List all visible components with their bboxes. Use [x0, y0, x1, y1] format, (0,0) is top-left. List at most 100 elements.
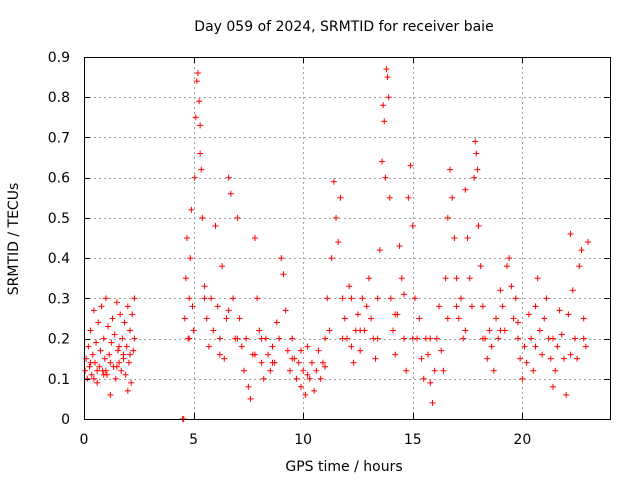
data-point — [398, 275, 405, 282]
data-point — [339, 295, 346, 302]
x-axis-label: GPS time / hours — [285, 459, 402, 475]
data-point — [87, 359, 94, 366]
data-point — [304, 371, 311, 378]
data-point — [484, 355, 491, 362]
y-tick-label: 0.2 — [48, 332, 70, 348]
data-point — [108, 339, 115, 346]
data-point — [114, 347, 121, 354]
data-point — [348, 343, 355, 350]
plot-frame — [84, 57, 611, 420]
data-point — [532, 303, 539, 310]
data-point — [251, 235, 258, 241]
data-point — [326, 327, 333, 334]
data-point — [245, 383, 252, 390]
data-point — [117, 311, 124, 318]
data-point — [499, 303, 506, 310]
data-point — [105, 323, 112, 330]
data-point — [187, 255, 194, 262]
data-point — [471, 174, 478, 181]
data-point — [278, 255, 285, 262]
data-point — [236, 315, 243, 322]
data-point — [97, 347, 104, 354]
data-point — [519, 375, 526, 382]
data-point — [386, 194, 393, 201]
data-point — [525, 311, 532, 318]
data-point — [88, 371, 95, 378]
data-point — [322, 335, 329, 342]
data-point — [107, 359, 114, 366]
data-point — [576, 263, 583, 270]
data-point — [214, 303, 221, 310]
data-points — [82, 66, 592, 422]
data-point — [90, 307, 97, 314]
data-point — [82, 367, 89, 374]
data-point — [111, 331, 118, 338]
data-point — [453, 303, 460, 310]
data-point — [436, 303, 443, 310]
data-point — [431, 367, 438, 374]
data-point — [348, 295, 355, 302]
y-tick-label: 0.6 — [48, 171, 70, 187]
data-point — [335, 239, 342, 246]
data-point — [550, 335, 557, 342]
data-point — [462, 186, 469, 193]
data-point — [186, 335, 193, 342]
data-point — [372, 355, 379, 362]
data-point — [582, 343, 589, 350]
data-point — [205, 343, 212, 350]
data-point — [188, 206, 195, 213]
data-point — [289, 335, 296, 342]
y-tick-label: 0.3 — [48, 291, 70, 307]
data-point — [119, 335, 126, 342]
data-point — [267, 367, 274, 374]
data-point — [191, 174, 198, 181]
data-point — [337, 194, 344, 201]
data-point — [427, 379, 434, 386]
data-point — [384, 74, 391, 81]
data-point — [339, 335, 346, 342]
data-point — [297, 347, 304, 354]
data-point — [90, 375, 97, 382]
data-point — [514, 319, 521, 326]
data-point — [284, 347, 291, 354]
data-point — [381, 118, 388, 125]
axes: 0 0.1 0.2 0.3 0.4 0.5 0.6 0.7 0.8 0.9 0 5 10 15 20 — [48, 50, 611, 448]
data-point — [440, 367, 447, 374]
data-point — [116, 359, 123, 366]
data-point — [488, 343, 495, 350]
data-point — [116, 343, 123, 350]
data-point — [227, 190, 234, 197]
data-point — [193, 78, 200, 85]
data-point — [194, 70, 201, 77]
data-point — [216, 351, 223, 358]
data-point — [396, 243, 403, 250]
data-point — [87, 327, 94, 334]
data-point — [122, 371, 129, 378]
data-point — [403, 367, 410, 374]
data-point — [251, 351, 258, 358]
data-point — [466, 275, 473, 282]
data-point — [98, 303, 105, 310]
y-axis-label: SRMTID / TECUs — [6, 183, 22, 296]
data-point — [113, 299, 120, 306]
data-point — [276, 335, 283, 342]
data-point — [225, 307, 232, 314]
data-point — [96, 363, 103, 370]
data-point — [240, 367, 247, 374]
data-point — [420, 375, 427, 382]
data-point — [210, 327, 217, 334]
data-point — [556, 307, 563, 314]
data-point — [460, 335, 467, 342]
data-point — [429, 399, 436, 406]
data-point — [574, 355, 581, 362]
data-point — [567, 230, 574, 237]
data-point — [129, 311, 136, 318]
data-point — [474, 166, 481, 173]
data-point — [585, 239, 592, 246]
data-point — [238, 343, 245, 350]
data-point — [479, 303, 486, 310]
data-point — [455, 315, 462, 322]
data-point — [287, 367, 294, 374]
data-point — [472, 138, 479, 145]
